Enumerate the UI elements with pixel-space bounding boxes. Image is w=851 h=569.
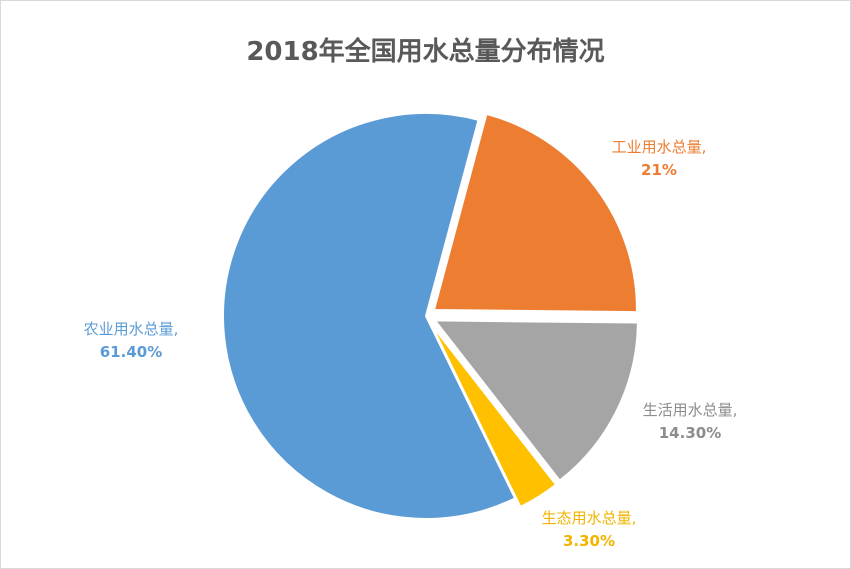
data-label-category: 工业用水总量,: [612, 138, 707, 156]
data-label-value: 21%: [641, 161, 677, 179]
pie-slice: [222, 112, 517, 520]
data-label-category: 农业用水总量,: [84, 320, 179, 338]
data-label: 生态用水总量, 3.30%: [542, 509, 637, 550]
data-label-category: 生活用水总量,: [643, 401, 738, 419]
data-label-value: 3.30%: [563, 532, 615, 550]
pie-slice: [432, 319, 639, 482]
pie-slice: [432, 112, 638, 314]
pie-slice: [430, 323, 558, 509]
data-label-value: 14.30%: [659, 424, 721, 442]
data-label: 工业用水总量, 21%: [612, 138, 707, 179]
data-label: 生活用水总量, 14.30%: [643, 401, 738, 442]
data-label: 农业用水总量, 61.40%: [84, 320, 179, 361]
chart-title: 2018年全国用水总量分布情况: [246, 37, 605, 67]
data-label-value: 61.40%: [100, 343, 162, 361]
data-label-category: 生态用水总量,: [542, 509, 637, 527]
